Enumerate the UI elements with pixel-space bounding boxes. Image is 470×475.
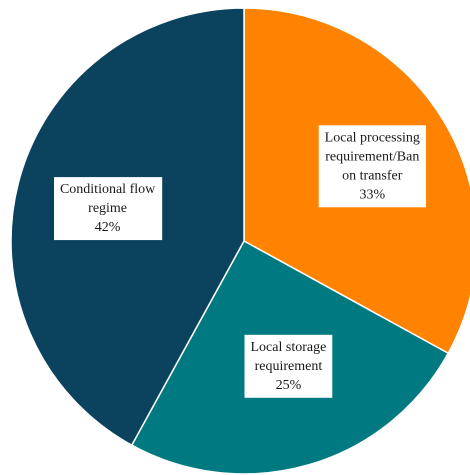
pie-category-label: regime <box>88 201 127 216</box>
pie-slices <box>10 7 470 475</box>
pie-category-label: Local storage <box>251 340 327 355</box>
pie-category-label: Local processing <box>325 130 420 145</box>
pie-category-label: Conditional flow <box>60 182 156 197</box>
pie-value-label: 25% <box>276 378 302 393</box>
pie-label-box <box>244 334 333 398</box>
pie-labels: Local processing requirement/Ban on transf… <box>54 125 426 398</box>
pie-label-3: Conditional flow regime 42% <box>54 177 163 241</box>
pie-label-2: Local storage requirement 25% <box>244 334 333 398</box>
pie-label-1: Local processing requirement/Ban on transf… <box>318 125 426 208</box>
pie-category-label: requirement <box>255 359 323 374</box>
pie-label-box <box>54 177 163 241</box>
pie-category-label: on transfer <box>342 168 403 183</box>
pie-category-label: requirement/Ban <box>325 149 419 164</box>
pie-value-label: 42% <box>95 220 121 235</box>
pie-label-box <box>318 125 426 208</box>
pie-value-label: 33% <box>359 187 385 202</box>
